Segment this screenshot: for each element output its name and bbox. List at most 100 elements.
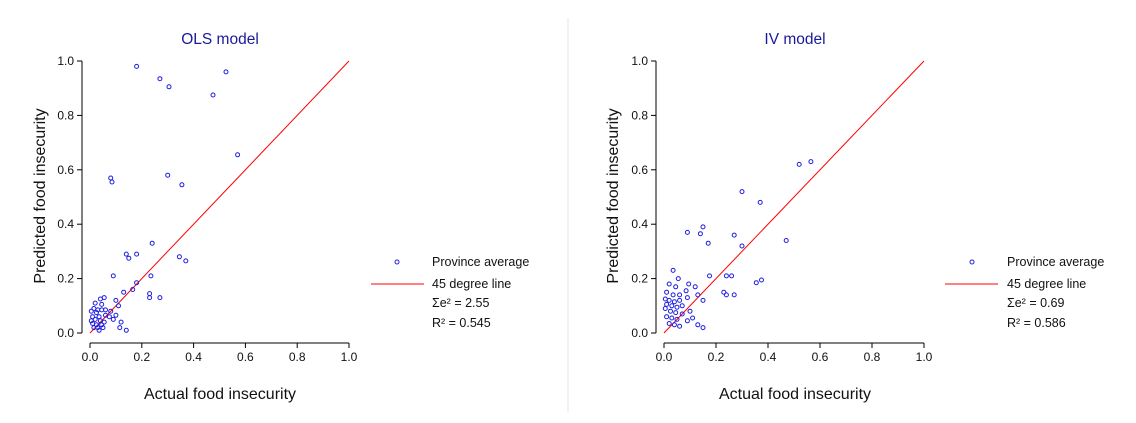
y-axis-label: Predicted food insecurity	[605, 108, 622, 283]
legend-label-line: 45 degree line	[1007, 277, 1086, 291]
x-tick-label: 0.6	[237, 350, 254, 364]
data-point	[687, 308, 693, 314]
data-point	[668, 308, 673, 314]
data-point	[134, 280, 140, 286]
data-point	[118, 319, 124, 325]
x-axis-label: Actual food insecurity	[719, 386, 871, 403]
data-point	[684, 295, 690, 301]
data-point	[753, 280, 759, 286]
data-point	[123, 327, 129, 333]
data-point	[157, 295, 163, 301]
data-point	[165, 172, 171, 178]
data-point	[130, 287, 136, 292]
data-point	[700, 325, 706, 331]
ols-panel: OLS model Predicted food insecurity Actu…	[32, 31, 529, 403]
axes: 0.0 0.2 0.4 0.6 0.8 1.0 0.0 0.2 0.4 0.6 0.8 1.0	[631, 54, 932, 364]
y-tick-label: 0.0	[57, 326, 74, 340]
data-point	[664, 301, 670, 307]
data-point	[134, 251, 140, 257]
data-point	[662, 306, 668, 311]
data-point	[166, 84, 172, 90]
data-point	[695, 322, 701, 328]
data-point	[149, 240, 155, 246]
data-point	[677, 323, 683, 329]
data-point	[97, 296, 103, 302]
data-point	[796, 161, 802, 167]
data-point	[673, 310, 679, 316]
data-point	[179, 182, 185, 188]
data-point	[677, 292, 683, 298]
data-point	[670, 292, 676, 298]
data-point	[99, 322, 105, 328]
y-tick-label: 1.0	[57, 54, 74, 68]
data-point	[690, 315, 696, 321]
data-point	[686, 281, 692, 287]
x-axis-label: Actual food insecurity	[144, 386, 296, 403]
data-point	[666, 321, 672, 326]
line-segment	[89, 60, 350, 334]
data-point	[235, 152, 241, 158]
legend-marker-point	[969, 259, 975, 265]
y-tick-label: 0.4	[631, 217, 648, 231]
scatter-points	[88, 63, 241, 333]
data-point	[108, 308, 114, 314]
chart-title: IV model	[764, 31, 825, 48]
y-tick-label: 0.6	[57, 163, 74, 177]
data-point	[671, 299, 677, 305]
data-point	[106, 314, 112, 320]
line-segment	[663, 60, 925, 334]
x-tick-label: 0.0	[82, 350, 99, 364]
y-tick-label: 0.4	[57, 217, 74, 231]
data-point	[92, 300, 98, 306]
iv-panel: IV model Predicted food insecurity Actua…	[605, 31, 1104, 403]
data-point	[739, 189, 745, 195]
data-point	[147, 291, 153, 297]
data-point	[675, 276, 681, 282]
data-point	[113, 312, 119, 318]
data-point	[757, 199, 763, 205]
data-point	[671, 322, 677, 328]
data-point	[666, 281, 672, 287]
y-tick-label: 0.0	[631, 326, 648, 340]
data-point	[96, 327, 102, 333]
data-point	[96, 314, 102, 320]
legend-r2: R² = 0.545	[432, 316, 491, 330]
data-point	[121, 289, 127, 295]
data-point	[692, 284, 698, 290]
y-tick-label: 0.8	[631, 108, 648, 122]
data-point	[723, 292, 729, 298]
x-tick-label: 0.2	[708, 350, 725, 364]
x-tick-label: 0.2	[133, 350, 150, 364]
data-point	[673, 284, 679, 290]
data-point	[110, 273, 116, 279]
data-point	[134, 63, 140, 69]
data-point	[723, 273, 729, 279]
data-point	[783, 238, 789, 243]
data-point	[731, 292, 737, 298]
legend: Province average 45 degree line Σe² = 2.…	[371, 255, 529, 330]
data-point	[92, 316, 98, 322]
x-tick-label: 0.4	[185, 350, 202, 364]
y-tick-label: 1.0	[631, 54, 648, 68]
data-point	[684, 229, 690, 235]
data-point	[664, 314, 670, 320]
reference-line-45deg	[89, 60, 350, 334]
data-point	[116, 303, 121, 309]
data-point	[677, 297, 683, 303]
data-point	[731, 232, 737, 238]
data-point	[683, 288, 689, 294]
data-point	[147, 295, 153, 301]
y-tick-label: 0.2	[57, 272, 74, 286]
y-tick-label: 0.6	[631, 163, 648, 177]
data-point	[684, 318, 690, 324]
reference-line-45deg	[663, 60, 925, 334]
data-point	[110, 316, 116, 322]
data-point	[157, 76, 163, 82]
x-tick-label: 0.8	[289, 350, 306, 364]
data-point	[117, 325, 123, 331]
y-axis-label: Predicted food insecurity	[32, 108, 49, 283]
legend-marker-point	[394, 259, 400, 265]
x-tick-label: 1.0	[341, 350, 358, 364]
